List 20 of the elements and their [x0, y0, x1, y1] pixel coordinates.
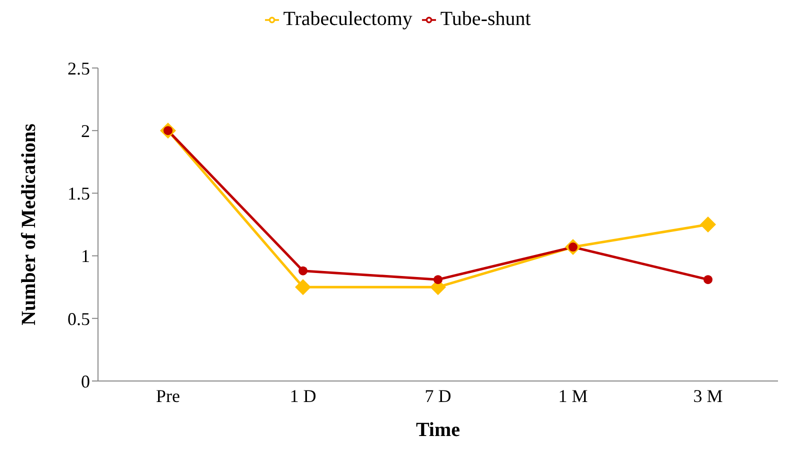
x-tick-label: 3 M — [693, 386, 723, 406]
y-tick-label: 1.5 — [68, 184, 90, 204]
x-tick-label: 1 M — [558, 386, 588, 406]
y-tick-label: 0.5 — [68, 308, 90, 329]
point — [295, 279, 311, 296]
legend-label: Tube-shunt — [440, 8, 531, 30]
point — [704, 275, 712, 284]
x-tick-label: 1 D — [290, 386, 316, 406]
x-axis-title: Time — [416, 419, 460, 441]
y-axis-title: Number of Medications — [18, 123, 40, 326]
y-tick-label: 1 — [81, 246, 90, 266]
y-tick-label: 2.5 — [68, 58, 90, 78]
point — [700, 216, 716, 232]
legend-label: Trabeculectomy — [283, 8, 412, 30]
x-tick-label: 7 D — [424, 386, 452, 406]
y-tick-label: 0 — [81, 371, 90, 392]
y-tick-label: 2 — [81, 120, 90, 141]
point — [434, 275, 442, 284]
x-tick-label: Pre — [156, 386, 180, 406]
point — [298, 266, 308, 276]
